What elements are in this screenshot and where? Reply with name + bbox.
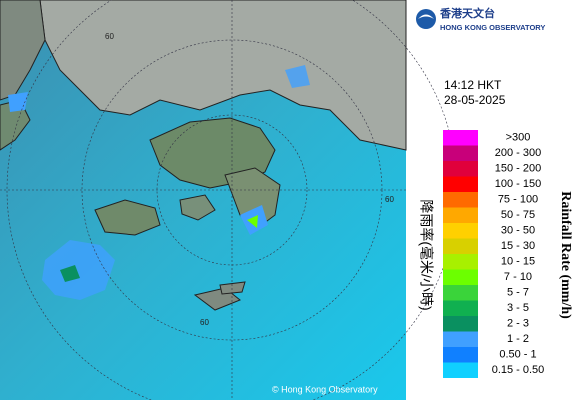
legend-swatch	[443, 207, 478, 223]
rain-echoes	[8, 65, 310, 300]
ring-label: 60	[200, 318, 209, 327]
legend-swatch	[443, 176, 478, 192]
legend-label: 10 - 15	[501, 256, 535, 268]
time: 14:12 HKT	[444, 78, 502, 92]
legend-label: 30 - 50	[501, 225, 535, 237]
logo-chinese: 香港天文台	[439, 6, 495, 20]
legend-swatch	[443, 145, 478, 161]
legend-label: 50 - 75	[501, 209, 535, 221]
legend-swatch	[443, 192, 478, 208]
legend-swatch	[443, 223, 478, 239]
ring-label: 60	[105, 32, 114, 41]
legend-label: 7 - 10	[504, 271, 532, 283]
legend-label: 0.50 - 1	[499, 349, 536, 361]
legend-swatch	[443, 362, 478, 378]
legend-label: 75 - 100	[498, 194, 538, 206]
land	[0, 0, 407, 311]
legend-swatch	[443, 130, 478, 146]
ring-label: 60	[385, 195, 394, 204]
legend-label: 3 - 5	[507, 302, 529, 314]
legend-swatch	[443, 316, 478, 332]
legend-swatch	[443, 285, 478, 301]
legend-swatch	[443, 254, 478, 270]
legend-label: 1 - 2	[507, 333, 529, 345]
legend-label: 0.15 - 0.50	[492, 364, 545, 376]
legend-swatch	[443, 269, 478, 285]
legend-swatch	[443, 347, 478, 363]
legend-label: 15 - 30	[501, 240, 535, 252]
legend-label: >300	[506, 132, 531, 144]
legend-swatch	[443, 331, 478, 347]
date: 28-05-2025	[444, 93, 506, 107]
legend: >300 200 - 300 150 - 200 100 - 150 75 - 100 5…	[443, 130, 544, 378]
legend-label-zh: 降雨率(毫米/小時)	[418, 199, 434, 310]
legend-label: 5 - 7	[507, 287, 529, 299]
legend-swatch	[443, 161, 478, 177]
legend-swatch	[443, 300, 478, 316]
legend-swatch	[443, 238, 478, 254]
legend-label: 2 - 3	[507, 318, 529, 330]
legend-label-en: Rainfall Rate (mm/h)	[558, 191, 573, 319]
logo-english: HONG KONG OBSERVATORY	[440, 23, 545, 32]
copyright: © Hong Kong Observatory	[272, 384, 378, 394]
logo: 香港天文台 HONG KONG OBSERVATORY	[416, 6, 545, 32]
legend-label: 200 - 300	[495, 147, 541, 159]
legend-label: 150 - 200	[495, 163, 541, 175]
legend-label: 100 - 150	[495, 178, 541, 190]
